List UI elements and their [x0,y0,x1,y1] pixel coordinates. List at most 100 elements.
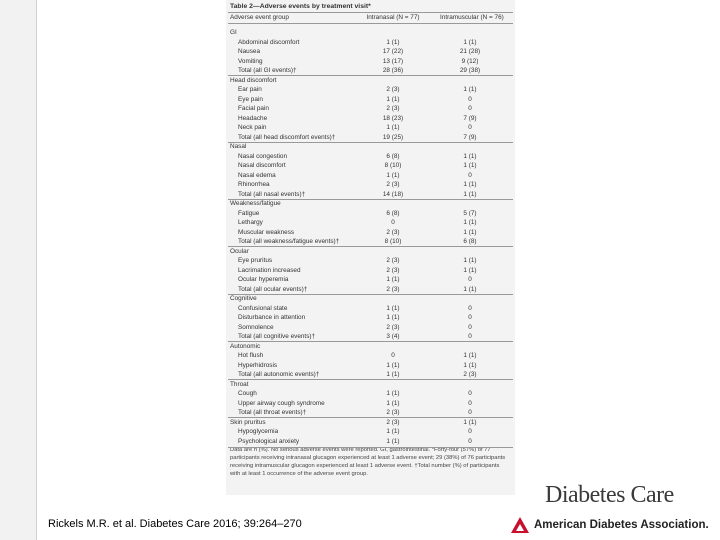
row-label: Cough [238,390,257,397]
value-cell: 1 (1) [463,266,477,274]
value-cell: 3 (4) [386,333,400,340]
group-rule [228,341,513,342]
value-cell: 0 [391,219,395,226]
value-cell: 1 (1) [463,285,477,293]
column-header: Intranasal (N = 77) [366,14,420,21]
column-header: Intramuscular (N = 76) [440,14,504,21]
value-cell: 0 [468,124,472,131]
value-cell: 1 (1) [386,437,400,445]
row-label: Ear pain [238,86,262,93]
value-cell: 1 (1) [463,361,477,369]
value-cell: 1 (1) [463,219,477,226]
value-cell: 1 (1) [463,228,477,236]
row-label: Hyperhidrosis [238,361,278,369]
value-cell: 13 (17) [382,57,404,65]
value-cell: 1 (1) [386,428,400,435]
value-cell: 1 (1) [386,399,400,407]
value-cell: 0 [468,105,472,112]
value-cell: 2 (3) [386,266,400,274]
value-cell: 1 (1) [386,371,400,378]
value-cell: 1 (1) [386,171,400,179]
value-cell: 2 (3) [386,409,400,416]
group-header: Nasal [230,143,247,150]
group-header: Ocular [230,247,249,255]
value-cell: 0 [468,437,472,445]
group-rule [228,198,513,200]
table-title: Table 2—Adverse events by treatment visi… [230,3,371,10]
value-cell: 9 (12) [461,57,479,65]
value-cell: 1 (1) [386,95,400,103]
group-rule [228,75,513,76]
value-cell: 8 (10) [384,162,402,169]
row-label: Confusional state [238,304,288,312]
row-label: Nausea [238,48,261,55]
group-header: Cognitive [230,295,257,302]
row-label: Total (all throat events)† [238,409,307,416]
value-cell: 2 (3) [386,181,400,188]
value-cell: 1 (1) [386,390,400,397]
row-label: Total (all autonomic events)† [238,371,320,378]
row-label: Upper airway cough syndrome [238,399,325,407]
value-cell: 1 (1) [386,314,400,321]
row-label: Abdominal discomfort [238,38,300,46]
group-header: Throat [230,380,249,388]
value-cell: 6 (8) [386,152,400,160]
row-label: Neck pain [238,124,267,131]
group-header: Head discomfort [230,76,277,84]
value-cell: 0 [468,333,472,340]
row-label: Total (all ocular events)† [238,285,308,293]
value-cell: 0 [468,323,472,331]
value-cell: 0 [468,409,472,416]
value-cell: 0 [468,276,472,283]
value-cell: 18 (23) [382,114,404,122]
value-cell: 2 (3) [386,228,400,236]
value-cell: 2 (3) [386,418,400,426]
column-header: Adverse event group [230,14,289,21]
value-cell: 17 (22) [382,48,404,55]
row-label: Lacrimation increased [238,266,301,274]
row-label: Total (all GI events)† [238,67,297,74]
value-cell: 29 (38) [459,67,481,74]
value-cell: 2 (3) [386,257,400,264]
value-cell: 0 [468,304,472,312]
value-cell: 1 (1) [463,418,477,426]
value-cell: 2 (3) [386,86,400,93]
value-cell: 0 [468,399,472,407]
value-cell: 1 (1) [463,181,477,188]
row-label: Ocular hyperemia [238,276,289,283]
value-cell: 1 (1) [386,361,400,369]
value-cell: 0 [468,95,472,103]
row-label: Rhinorrhea [238,181,270,188]
value-cell: 0 [468,390,472,397]
side-strip [0,0,37,540]
value-cell: 19 (25) [382,133,404,141]
row-label: Vomiting [238,57,263,65]
value-cell: 21 (28) [459,48,481,55]
row-label: Eye pruritus [238,257,273,264]
group-rule [228,246,513,247]
value-cell: 1 (1) [463,257,477,264]
value-cell: 5 (7) [463,209,477,217]
footnote: Data are n (%). No serious adverse event… [230,447,506,477]
value-cell: 1 (1) [463,86,477,93]
row-label: Fatigue [238,209,260,217]
value-cell: 0 [391,352,395,359]
value-cell: 1 (1) [463,190,477,198]
rule [228,447,513,448]
group-rule [228,293,513,295]
value-cell: 1 (1) [386,304,400,312]
value-cell: 14 (18) [382,190,404,198]
group-rule [228,417,513,418]
row-label: Eye pain [238,95,263,103]
citation: Rickels M.R. et al. Diabetes Care 2016; … [48,518,302,530]
group-header: Weakness/fatigue [230,200,281,207]
value-cell: 7 (9) [463,133,477,141]
group-rule [228,141,513,143]
row-label: Total (all weakness/fatigue events)† [238,238,340,245]
value-cell: 1 (1) [463,152,477,160]
row-label: Muscular weakness [238,228,295,236]
rule [228,12,513,13]
row-label: Somnolence [238,323,274,331]
row-label: Skin pruritus [230,418,266,426]
row-label: Disturbance in attention [238,314,306,321]
